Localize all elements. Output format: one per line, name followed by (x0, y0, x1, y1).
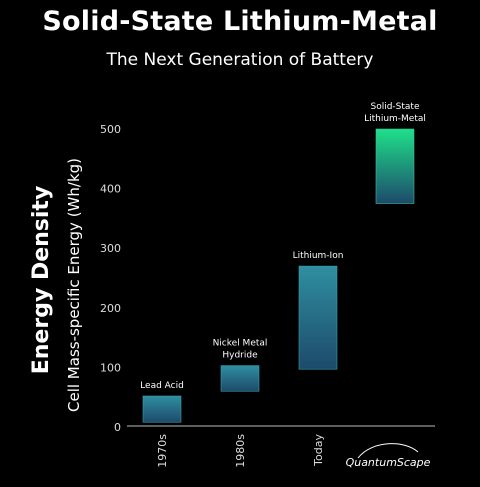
x-tick-label: Today (312, 434, 325, 467)
bar-label: Nickel Metal Hydride (213, 339, 268, 361)
y-axis-label-main: Energy Density (29, 186, 54, 375)
logo-text: QuantumScape (346, 456, 431, 469)
y-tick-label: 400 (100, 183, 121, 196)
chart-title: Solid-State Lithium-Metal (42, 6, 438, 37)
bar-lead-acid (142, 395, 182, 423)
y-tick-label: 500 (100, 123, 121, 136)
bar-nickel-metal-hydride (220, 365, 260, 392)
quantumscape-logo: QuantumScape (346, 443, 431, 469)
bar-lithium-ion (298, 265, 338, 370)
y-axis-label-sub: Cell Mass-specific Energy (Wh/kg) (65, 158, 83, 412)
bar-label: Lead Acid (140, 381, 184, 391)
bar-label: Solid-State Lithium-Metal (364, 102, 426, 124)
y-tick-label: 200 (100, 302, 121, 315)
y-tick-label: 0 (114, 421, 121, 434)
x-tick-label: 1980s (234, 434, 247, 468)
y-tick-label: 300 (100, 242, 121, 255)
logo-swoosh-icon (357, 443, 419, 459)
x-tick-label: 1970s (156, 434, 169, 468)
chart-subtitle: The Next Generation of Battery (106, 50, 374, 70)
bar-label: Lithium-Ion (293, 251, 344, 261)
bar-solid-state-lithium-metal (375, 128, 415, 204)
y-tick-label: 100 (100, 361, 121, 374)
